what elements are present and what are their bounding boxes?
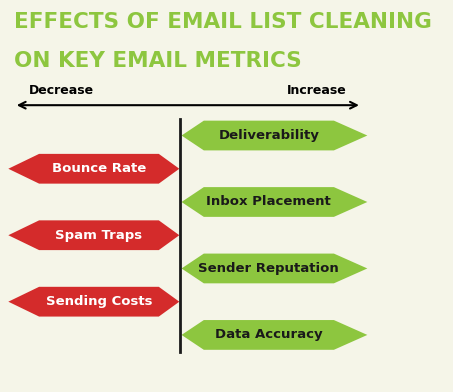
Text: Sender Reputation: Sender Reputation [198, 262, 339, 275]
Text: Increase: Increase [287, 83, 347, 97]
Text: Sending Costs: Sending Costs [46, 295, 152, 308]
Text: Spam Traps: Spam Traps [55, 229, 143, 242]
Polygon shape [182, 187, 367, 217]
Polygon shape [8, 154, 179, 183]
Text: Decrease: Decrease [29, 83, 94, 97]
Text: ON KEY EMAIL METRICS: ON KEY EMAIL METRICS [14, 51, 302, 71]
Polygon shape [182, 121, 367, 151]
Text: Bounce Rate: Bounce Rate [52, 162, 146, 175]
Polygon shape [8, 287, 179, 317]
Polygon shape [182, 254, 367, 283]
Polygon shape [8, 220, 179, 250]
Text: Inbox Placement: Inbox Placement [207, 196, 331, 209]
Text: Deliverability: Deliverability [218, 129, 319, 142]
Polygon shape [182, 320, 367, 350]
Text: Data Accuracy: Data Accuracy [215, 328, 323, 341]
Text: EFFECTS OF EMAIL LIST CLEANING: EFFECTS OF EMAIL LIST CLEANING [14, 13, 432, 33]
